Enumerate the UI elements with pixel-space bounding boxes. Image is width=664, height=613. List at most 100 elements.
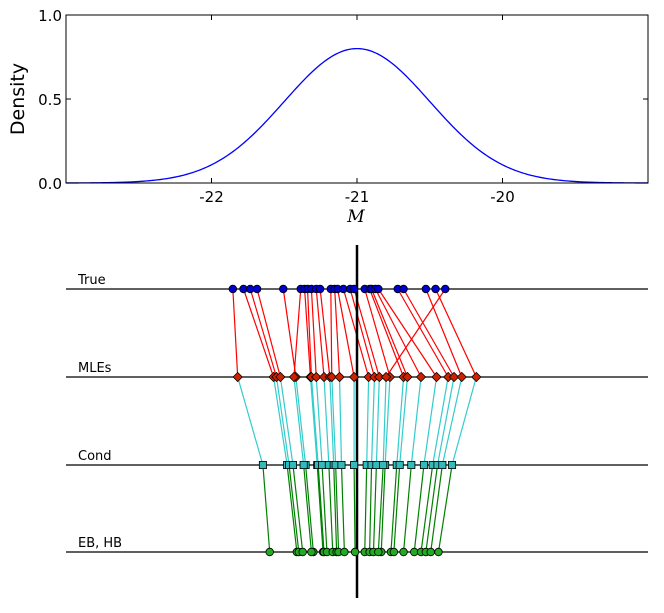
connector-line bbox=[451, 376, 477, 466]
connector-line bbox=[425, 464, 439, 553]
connector-line bbox=[393, 464, 401, 553]
connector-line bbox=[310, 376, 319, 466]
connector-line bbox=[316, 464, 324, 553]
density-xlabel: M bbox=[346, 207, 365, 227]
connector-line bbox=[364, 288, 391, 378]
density-axes-frame bbox=[65, 14, 649, 184]
connector-line bbox=[340, 464, 345, 553]
marker-square bbox=[419, 460, 428, 469]
marker-circle bbox=[228, 284, 238, 294]
row-label: Cond bbox=[78, 449, 112, 464]
connector-line bbox=[262, 464, 271, 553]
connector-line bbox=[328, 464, 334, 553]
y-tick-label: 0.5 bbox=[38, 91, 62, 109]
connector-line bbox=[353, 464, 356, 553]
marker-circle bbox=[434, 547, 443, 557]
marker-square bbox=[407, 460, 416, 469]
connector-line bbox=[374, 288, 422, 378]
density-curve bbox=[66, 47, 648, 184]
marker-diamond bbox=[380, 371, 392, 383]
connector-line bbox=[237, 376, 264, 466]
marker-square bbox=[337, 460, 346, 469]
marker-square bbox=[350, 460, 359, 469]
marker-circle bbox=[350, 547, 360, 557]
marker-circle bbox=[426, 547, 435, 557]
connector-line bbox=[402, 464, 412, 553]
row-labels: True MLEs Cond EB, HB bbox=[77, 273, 122, 551]
markers bbox=[228, 284, 482, 557]
marker-circle bbox=[315, 284, 325, 294]
marker-square bbox=[372, 460, 381, 469]
connector-line bbox=[369, 464, 373, 553]
connector-line bbox=[349, 288, 376, 378]
marker-diamond bbox=[448, 371, 460, 383]
marker-square bbox=[438, 460, 447, 469]
marker-circle bbox=[340, 547, 349, 557]
connector-line bbox=[377, 464, 384, 553]
marker-diamond bbox=[471, 371, 482, 383]
marker-diamond bbox=[326, 371, 337, 383]
connector-line bbox=[330, 288, 333, 378]
connector-line bbox=[413, 464, 425, 553]
marker-diamond bbox=[334, 371, 345, 383]
connector-line bbox=[309, 376, 318, 466]
marker-circle bbox=[265, 547, 274, 557]
connector-line bbox=[334, 288, 341, 378]
marker-circle bbox=[349, 284, 359, 294]
density-panel: -22 -21 -20 0.0 0.5 1.0 Density M bbox=[7, 7, 649, 227]
connector-line bbox=[275, 376, 290, 466]
connector-line bbox=[337, 288, 355, 378]
connector-line bbox=[286, 464, 298, 553]
connector-line bbox=[410, 376, 422, 466]
connector-line bbox=[372, 464, 377, 553]
connector-line bbox=[249, 288, 278, 378]
marker-circle bbox=[298, 547, 307, 557]
density-ticks: -22 -21 -20 0.0 0.5 1.0 bbox=[38, 7, 648, 206]
connector-line bbox=[310, 288, 317, 378]
marker-diamond bbox=[288, 371, 300, 383]
marker-circle bbox=[431, 284, 440, 294]
connector-line bbox=[256, 288, 281, 378]
connector-line bbox=[369, 288, 405, 378]
connector-lines bbox=[232, 288, 477, 553]
marker-diamond bbox=[415, 371, 427, 383]
row-label: MLEs bbox=[78, 361, 112, 376]
connector-line bbox=[338, 376, 343, 466]
connector-line bbox=[423, 376, 438, 466]
connector-line bbox=[382, 376, 387, 466]
marker-diamond bbox=[348, 371, 360, 383]
marker-circle bbox=[279, 284, 288, 294]
marker-diamond bbox=[232, 371, 243, 383]
connector-line bbox=[317, 464, 325, 553]
connector-line bbox=[375, 376, 380, 466]
connector-line bbox=[331, 376, 337, 466]
y-tick-label: 1.0 bbox=[38, 7, 62, 25]
marker-square bbox=[288, 460, 297, 469]
connector-line bbox=[384, 376, 391, 466]
connector-line bbox=[441, 376, 463, 466]
connector-line bbox=[232, 288, 239, 378]
connector-line bbox=[333, 464, 338, 553]
connector-line bbox=[370, 288, 408, 378]
marker-circle bbox=[374, 547, 383, 557]
connector-line bbox=[279, 376, 294, 466]
connector-line bbox=[432, 376, 449, 466]
marker-circle bbox=[441, 284, 450, 294]
row-label: EB, HB bbox=[78, 536, 122, 551]
connector-line bbox=[437, 464, 453, 553]
marker-square bbox=[299, 460, 308, 469]
connector-line bbox=[385, 288, 446, 378]
connector-line bbox=[436, 376, 455, 466]
marker-diamond bbox=[402, 371, 413, 383]
marker-circle bbox=[389, 547, 399, 557]
connector-line bbox=[304, 288, 312, 378]
connector-line bbox=[295, 376, 307, 466]
marker-diamond bbox=[275, 371, 286, 383]
connector-line bbox=[420, 464, 434, 553]
marker-square bbox=[379, 460, 388, 469]
marker-square bbox=[258, 460, 267, 469]
connector-line bbox=[329, 376, 335, 466]
connector-line bbox=[293, 288, 302, 378]
marker-diamond bbox=[311, 371, 322, 383]
